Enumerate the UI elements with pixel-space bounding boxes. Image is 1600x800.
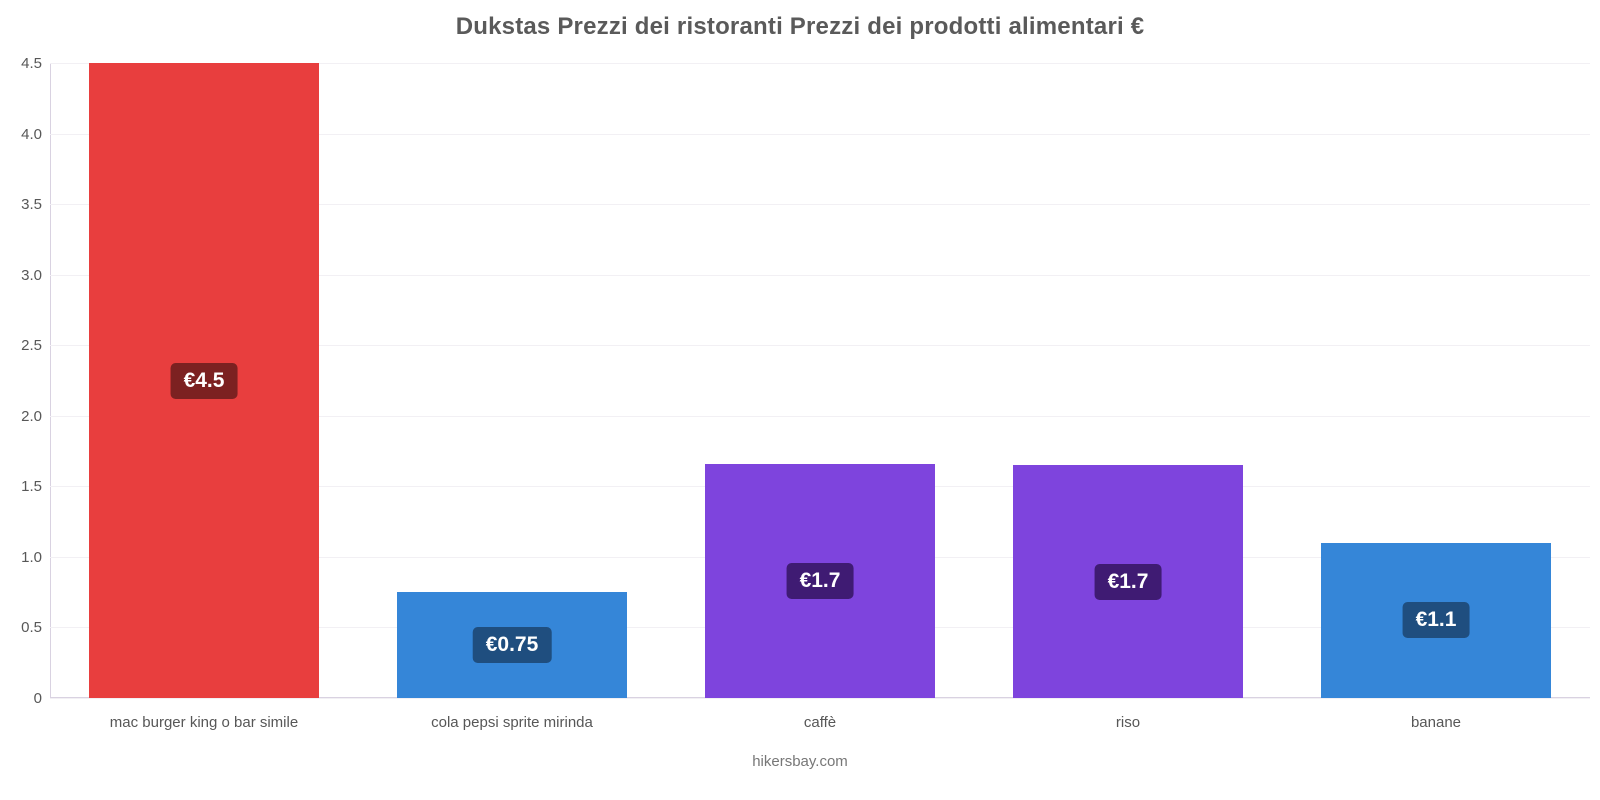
- bar-value-label: €0.75: [472, 627, 552, 664]
- y-axis-tick-label: 1.0: [21, 548, 42, 566]
- gridline: [50, 274, 1590, 276]
- y-axis-tick-label: 2.5: [21, 337, 42, 355]
- bar[interactable]: €1.1: [1321, 542, 1551, 698]
- x-axis-tick-label: caffè: [803, 714, 837, 731]
- bar-value-label: €1.1: [1402, 602, 1470, 639]
- bar-value-label: €1.7: [786, 562, 854, 599]
- gridline: [50, 345, 1590, 347]
- y-axis-tick-label: 3.5: [21, 196, 42, 214]
- y-axis-tick-label: 2.0: [21, 407, 42, 425]
- gridline: [50, 698, 1590, 699]
- bar-value-label: €4.5: [170, 362, 238, 399]
- x-axis-tick-label: cola pepsi sprite mirinda: [431, 714, 593, 731]
- gridline: [50, 133, 1590, 135]
- gridline: [50, 63, 1590, 64]
- source-watermark: hikersbay.com: [752, 753, 848, 770]
- x-axis-tick-label: riso: [1115, 714, 1141, 731]
- y-axis-tick-label: 0.5: [21, 619, 42, 637]
- bar[interactable]: €1.7: [1013, 465, 1243, 698]
- gridline: [50, 415, 1590, 417]
- x-axis-tick-label: banane: [1410, 714, 1462, 731]
- y-axis-tick-label: 1.5: [21, 478, 42, 496]
- y-axis-line: [50, 63, 51, 698]
- y-axis-tick-label: 4.5: [21, 55, 42, 72]
- x-axis-tick-label: mac burger king o bar simile: [109, 714, 299, 731]
- gridline: [50, 204, 1590, 206]
- bar[interactable]: €0.75: [397, 592, 627, 698]
- plot-area: €4.5 €0.75 €1.7 €1.7 €1.1: [50, 63, 1590, 699]
- y-axis-tick-label: 3.0: [21, 266, 42, 284]
- y-axis-tick-label: 4.0: [21, 125, 42, 143]
- bar[interactable]: €4.5: [89, 63, 319, 698]
- y-axis-tick-label: 0: [33, 690, 42, 707]
- chart-title: Dukstas Prezzi dei ristoranti Prezzi dei…: [455, 13, 1145, 40]
- bar[interactable]: €1.7: [705, 463, 935, 698]
- bar-value-label: €1.7: [1094, 563, 1162, 600]
